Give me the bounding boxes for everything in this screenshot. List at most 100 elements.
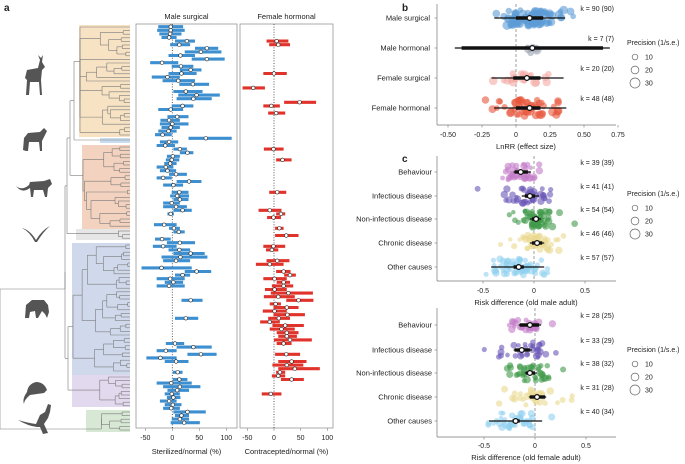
- data-point: [530, 343, 536, 349]
- lion-icon: [16, 179, 52, 197]
- data-point: [520, 162, 528, 170]
- point-estimate: [269, 247, 274, 252]
- data-point: [523, 317, 529, 323]
- point-estimate: [284, 305, 289, 310]
- point-estimate: [283, 323, 288, 328]
- data-point: [545, 270, 551, 276]
- row-label: Chronic disease: [378, 393, 432, 402]
- point-estimate: [178, 255, 183, 260]
- data-point: [500, 12, 508, 21]
- data-point: [501, 103, 508, 111]
- point-estimate: [176, 78, 181, 83]
- point-estimate: [159, 60, 165, 65]
- group-infectious-disease: Infectious disease k = 33 (29): [372, 338, 614, 360]
- point-estimate: [284, 352, 289, 357]
- point-estimate: [275, 190, 280, 195]
- point-estimate: [161, 244, 166, 249]
- data-point: [513, 162, 520, 169]
- x-tick-label: 0: [272, 435, 276, 442]
- mean-estimate: [526, 322, 533, 329]
- data-point: [539, 269, 547, 277]
- group-female-surgical: Female surgical k = 20 (20): [377, 66, 614, 87]
- panel-title: Male surgical: [164, 12, 209, 21]
- data-point: [488, 76, 498, 86]
- data-point: [513, 270, 519, 276]
- data-point: [491, 420, 497, 426]
- group-female-hormonal: Female hormonal k = 48 (48): [372, 96, 614, 120]
- point-estimate: [191, 96, 196, 101]
- point-estimate: [287, 337, 293, 343]
- data-point: [512, 10, 520, 18]
- point-estimate: [190, 82, 195, 87]
- data-point: [492, 9, 501, 18]
- data-point: [481, 96, 490, 104]
- mean-estimate: [515, 264, 522, 271]
- precision-legend: Precision (1/s.e.) 10 20 30: [627, 191, 680, 240]
- panel-label-a: a: [4, 3, 10, 14]
- row-label: Behaviour: [398, 321, 432, 330]
- data-point: [530, 77, 540, 87]
- point-estimate: [277, 370, 282, 375]
- row-label: Non-infectious disease: [356, 369, 432, 378]
- data-point: [512, 217, 518, 224]
- group-male-hormonal: Male hormonal k = 7 (7): [380, 36, 614, 57]
- data-point: [512, 422, 518, 429]
- data-point: [523, 351, 531, 358]
- data-point: [545, 375, 552, 382]
- legend-circle: [629, 228, 641, 240]
- point-estimate: [251, 85, 256, 90]
- point-estimate: [268, 391, 273, 397]
- forest-panel-male-surgical: Male surgical -50 0 50 100 Sterilized/normal …: [135, 12, 238, 456]
- point-estimate: [267, 319, 272, 325]
- point-estimate: [267, 262, 272, 267]
- point-estimate: [173, 172, 179, 177]
- x-tick-label: 0.50: [577, 132, 591, 139]
- point-estimate: [271, 215, 276, 220]
- point-estimate: [289, 359, 294, 364]
- point-estimate: [284, 334, 289, 339]
- data-point: [514, 316, 522, 324]
- point-estimate: [160, 132, 165, 137]
- point-estimate: [284, 330, 289, 335]
- point-estimate: [203, 136, 208, 141]
- kangaroo-icon: [18, 404, 51, 434]
- data-point: [535, 366, 541, 373]
- row-label: Infectious disease: [372, 346, 432, 355]
- data-point: [560, 366, 567, 373]
- point-estimate: [280, 157, 285, 162]
- clade-equids: [100, 138, 130, 143]
- point-estimate: [182, 420, 187, 425]
- legend-circle: [631, 360, 639, 368]
- legend-title: Precision (1/s.e.): [627, 40, 680, 47]
- legend-label: 10: [645, 362, 653, 369]
- point-estimate: [287, 273, 293, 278]
- point-estimate: [168, 125, 173, 130]
- data-point: [525, 23, 532, 29]
- bird-icon: [22, 226, 50, 242]
- data-point: [540, 374, 548, 382]
- point-estimate: [172, 341, 178, 346]
- data-point: [559, 5, 569, 15]
- data-point: [496, 255, 504, 263]
- data-point: [506, 212, 512, 218]
- point-estimate: [166, 129, 171, 134]
- point-estimate: [177, 197, 182, 202]
- x-tick-label: 100: [220, 435, 232, 442]
- data-point: [548, 222, 557, 231]
- data-point: [528, 165, 534, 171]
- point-estimate: [177, 190, 182, 195]
- group-infectious-disease: Infectious disease k = 41 (41): [372, 184, 614, 207]
- point-estimate: [194, 92, 199, 98]
- point-estimate: [168, 211, 173, 216]
- point-estimate: [204, 56, 209, 62]
- point-estimate: [284, 363, 289, 368]
- mean-estimate: [526, 370, 533, 377]
- k-label: k = 54 (54): [580, 207, 614, 214]
- data-point: [496, 419, 504, 428]
- point-estimate: [272, 287, 277, 292]
- data-point: [548, 320, 557, 328]
- k-label: k = 31 (28): [580, 385, 614, 392]
- legend-label: 20: [645, 68, 653, 75]
- data-point: [508, 237, 513, 242]
